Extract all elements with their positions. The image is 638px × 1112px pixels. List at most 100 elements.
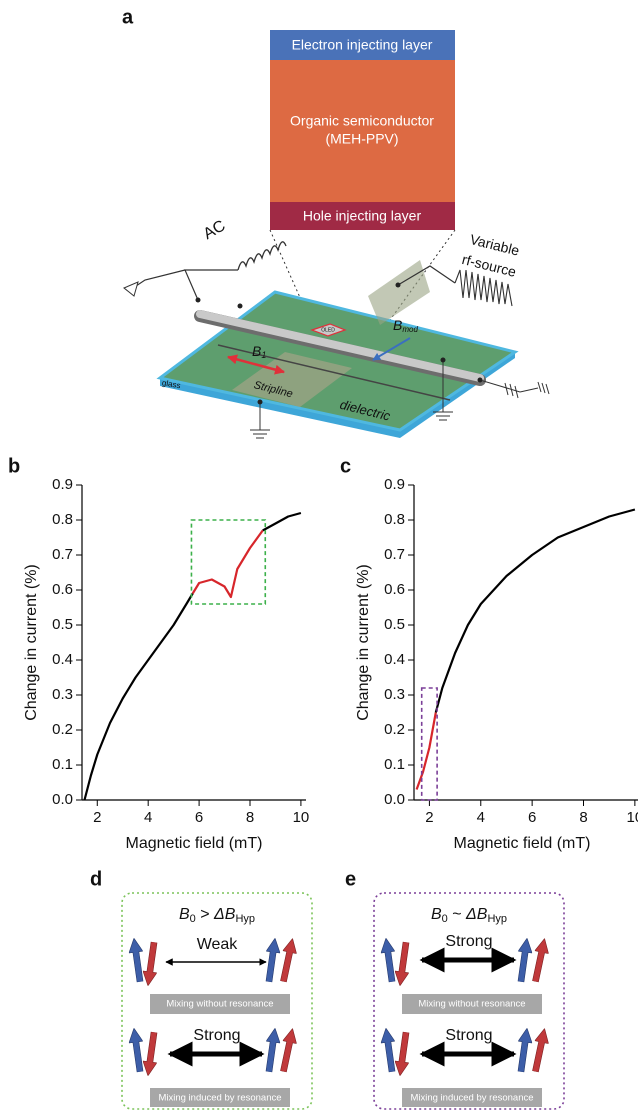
spin-arrow	[127, 1027, 147, 1073]
label-box	[150, 1088, 290, 1107]
spin-arrow	[379, 937, 399, 983]
x-tick-label: 6	[528, 809, 536, 826]
ground	[250, 429, 270, 439]
spin-arrow	[127, 937, 147, 983]
contact	[440, 357, 446, 363]
panel-d: d B0 > ΔBHyp Weak Mixing without resonan…	[90, 868, 313, 1110]
layer	[270, 202, 455, 230]
panel-box	[373, 892, 565, 1110]
mixing-label: Mixing induced by resonance	[158, 1093, 281, 1104]
y-tick-label: 0.3	[384, 686, 405, 703]
spin-arrow	[393, 941, 413, 987]
y-tick-label: 0.1	[52, 756, 73, 773]
x-tick-label: 8	[246, 809, 254, 826]
ac-plug	[123, 281, 139, 297]
coupling-label: Strong	[445, 933, 492, 950]
y-tick-label: 0.4	[384, 651, 405, 668]
panel-letter: a	[122, 6, 134, 28]
charts: 0.0 0.1 0.2 0.3 0.4 0.5 0.6 0.7 0.8 0.9 2 4 6 8 10 Magn…	[8, 455, 638, 852]
y-tick-label: 0.5	[384, 616, 405, 633]
mixing-label: Mixing without resonance	[166, 999, 273, 1010]
layer	[270, 60, 455, 202]
label-box	[402, 1088, 542, 1107]
spin-arrow	[276, 1027, 300, 1073]
ground	[504, 381, 550, 399]
contact	[237, 303, 243, 309]
layer-label: Electron injecting layer	[292, 37, 433, 53]
y-tick-label: 0.5	[52, 616, 73, 633]
y-axis-label: Change in current (%)	[355, 564, 372, 721]
x-tick-label: 10	[627, 809, 638, 826]
wire	[397, 265, 456, 286]
spin-arrow	[141, 1031, 161, 1077]
y-tick-label: 0.8	[384, 511, 405, 528]
bmod-label: Bmod	[393, 317, 418, 334]
panel-letter: d	[90, 868, 102, 890]
label-box	[150, 994, 290, 1014]
wire	[479, 379, 521, 393]
highlight-box	[420, 687, 438, 801]
coupling-label: Strong	[193, 1027, 240, 1044]
coupling-label: Weak	[197, 936, 239, 953]
y-tick-label: 0.1	[384, 756, 405, 773]
y-tick-label: 0.9	[52, 476, 73, 493]
mixing-label: Mixing without resonance	[418, 999, 525, 1010]
panel-letter: c	[340, 455, 351, 477]
panel-title: B0 ~ ΔBHyp	[431, 906, 507, 925]
layer	[270, 30, 455, 60]
spin-arrow	[379, 1027, 399, 1073]
glass-edge	[160, 352, 515, 438]
highlight-box	[190, 519, 267, 605]
stripline-bar	[196, 310, 484, 382]
y-tick-label: 0.0	[52, 791, 73, 808]
data-line	[83, 511, 302, 801]
b1-arrow	[227, 354, 285, 375]
panel-box	[121, 892, 313, 1110]
y-tick-label: 0.6	[384, 581, 405, 598]
electrode	[368, 260, 430, 325]
label-box	[402, 994, 542, 1014]
y-tick-label: 0.9	[384, 476, 405, 493]
spin-arrow	[514, 937, 534, 983]
electrode-line	[217, 344, 451, 401]
spin-arrow	[393, 1031, 413, 1077]
layer-label: (MEH-PPV)	[325, 131, 398, 147]
x-tick-label: 2	[425, 809, 433, 826]
spin-arrow	[262, 1027, 282, 1073]
panel-e: e B0 ~ ΔBHyp Strong Mixing without reson…	[345, 868, 565, 1110]
oled-label: OLED	[321, 327, 335, 333]
spin-arrow	[262, 937, 282, 983]
ac-label: AC	[201, 217, 229, 243]
contact	[477, 377, 483, 383]
ground	[433, 411, 453, 421]
substrate	[156, 290, 519, 432]
ac-wave	[237, 241, 287, 271]
layer-label: Organic semiconductor	[290, 113, 434, 129]
x-axis-label: Magnetic field (mT)	[454, 835, 591, 852]
x-tick-label: 6	[195, 809, 203, 826]
contact	[395, 282, 401, 288]
coupling-label: Strong	[445, 1027, 492, 1044]
spin-arrow	[514, 1027, 534, 1073]
y-tick-label: 0.2	[52, 721, 73, 738]
panel-letter: b	[8, 455, 20, 477]
contact	[195, 297, 201, 303]
panel-letter: e	[345, 868, 356, 890]
wire	[184, 269, 238, 301]
spin-arrow	[276, 937, 300, 983]
y-tick-label: 0.6	[52, 581, 73, 598]
layer-label: Hole injecting layer	[303, 208, 422, 224]
x-tick-label: 4	[477, 809, 485, 826]
spin-arrow	[528, 937, 552, 983]
y-tick-label: 0.0	[384, 791, 405, 808]
y-tick-label: 0.4	[52, 651, 73, 668]
electrode	[232, 352, 352, 407]
x-tick-label: 4	[144, 809, 152, 826]
x-axis-label: Magnetic field (mT)	[126, 835, 263, 852]
wire	[129, 269, 186, 291]
mixing-label: Mixing induced by resonance	[410, 1093, 533, 1104]
y-tick-label: 0.2	[384, 721, 405, 738]
bmod-arrow	[372, 337, 411, 361]
spin-arrow	[141, 941, 161, 987]
